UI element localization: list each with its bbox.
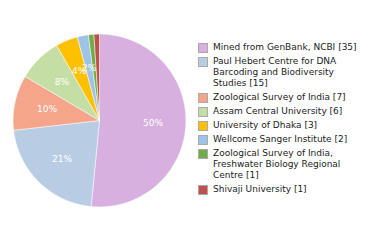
html-text:Shivaji University [1]: Shivaji University [1]	[213, 184, 307, 194]
svg-text:8%: 8%	[55, 77, 70, 87]
svg-text:50%: 50%	[143, 118, 163, 128]
html-text:Zoological Survey of India [7]: Zoological Survey of India [7]	[213, 92, 346, 102]
html-text:Assam Central University [6]: Assam Central University [6]	[213, 106, 343, 116]
html-text:Zoological Survey of India, Fr: Zoological Survey of India, Freshwater B…	[213, 148, 341, 180]
html-text:Paul Hebert Centre for DNA Bar: Paul Hebert Centre for DNA Barcoding and…	[213, 56, 337, 88]
svg-text:4%: 4%	[72, 65, 87, 76]
svg-text:2%: 2%	[82, 63, 97, 73]
svg-text:21%: 21%	[52, 154, 72, 164]
html-text:Mined from GenBank, NCBI [35]: Mined from GenBank, NCBI [35]	[213, 42, 357, 52]
html-text:University of Dhaka [3]: University of Dhaka [3]	[213, 120, 318, 130]
svg-text:10%: 10%	[37, 104, 57, 114]
html-text:Wellcome Sanger Institute [2]: Wellcome Sanger Institute [2]	[213, 134, 348, 144]
